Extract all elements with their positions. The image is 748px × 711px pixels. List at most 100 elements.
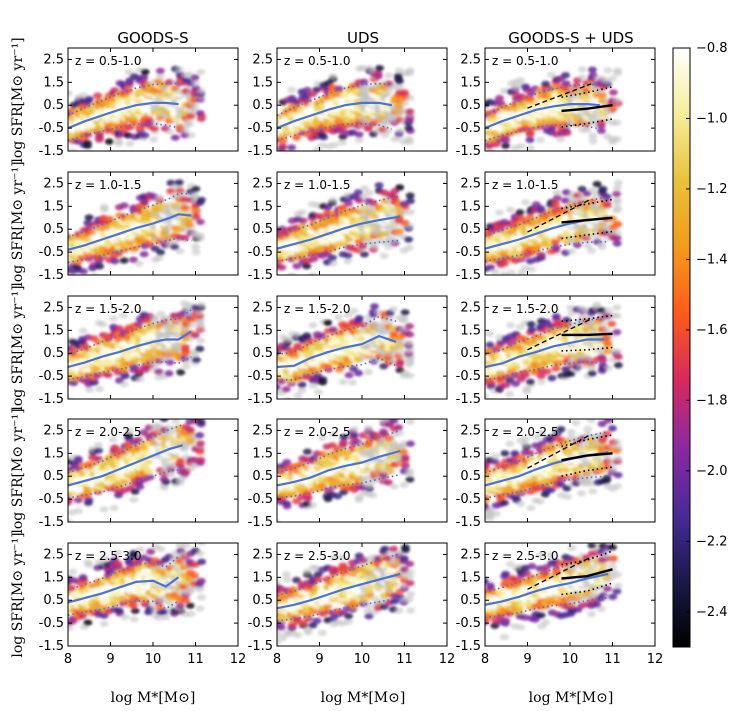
- density-cell: [525, 449, 535, 457]
- density-cell: [94, 447, 104, 454]
- column-titles: GOODS-S UDS GOODS-S + UDS: [117, 29, 633, 47]
- redshift-label: z = 1.5-2.0: [75, 302, 141, 316]
- density-cell: [343, 347, 353, 354]
- density-cell: [405, 467, 415, 475]
- black-fit-line: [561, 452, 613, 462]
- density-cell: [612, 328, 622, 336]
- density-cell: [374, 64, 384, 72]
- density-cell: [68, 518, 73, 522]
- density-cell: [151, 119, 161, 127]
- density-cell: [612, 304, 622, 311]
- density-cell: [384, 243, 394, 251]
- density-cell: [566, 121, 576, 128]
- density-cell: [393, 72, 403, 80]
- y-tick-label: -1.5: [248, 392, 273, 407]
- density-cell: [400, 462, 410, 469]
- density-cell: [323, 204, 333, 211]
- density-cell: [491, 510, 501, 517]
- density-cloud: [68, 65, 206, 151]
- panel-r4-c2: z = 2.0-2.5-1.5-0.50.51.52.5: [248, 418, 448, 530]
- density-cell: [328, 326, 338, 333]
- density-cell: [154, 614, 164, 621]
- x-tick-label: 8: [64, 652, 72, 667]
- density-cell: [405, 440, 415, 447]
- density-cell: [520, 83, 530, 90]
- y-tick-label: 0.5: [43, 222, 64, 237]
- density-cell: [134, 260, 144, 267]
- density-cell: [588, 137, 598, 145]
- density-cell: [104, 138, 114, 145]
- density-cell: [196, 196, 206, 204]
- density-cell: [563, 493, 573, 500]
- density-cell: [597, 420, 607, 428]
- density-cloud: [68, 179, 206, 275]
- density-cell: [125, 140, 135, 147]
- density-cell: [129, 549, 139, 557]
- density-cell: [603, 364, 613, 372]
- density-cell: [94, 385, 104, 393]
- density-cell: [399, 481, 409, 489]
- density-cell: [592, 301, 602, 308]
- density-cell: [597, 467, 607, 474]
- density-cell: [159, 608, 169, 615]
- x-tick-label: 12: [230, 652, 247, 667]
- redshift-label: z = 2.0-2.5: [75, 425, 141, 439]
- density-cell: [577, 313, 587, 320]
- density-cell: [176, 369, 186, 376]
- density-cell: [405, 476, 415, 483]
- density-cell: [68, 148, 78, 151]
- density-cell: [349, 307, 359, 315]
- density-cell: [613, 471, 623, 479]
- density-cell: [501, 381, 511, 389]
- density-cell: [190, 74, 200, 81]
- density-cell: [537, 429, 547, 437]
- density-cell: [181, 363, 191, 370]
- y-tick-label: 2.5: [460, 176, 481, 191]
- density-cell: [278, 137, 288, 144]
- upper-percentile-line: [485, 196, 609, 237]
- density-cell: [287, 272, 297, 275]
- density-cell: [175, 66, 185, 73]
- density-cell: [613, 455, 623, 462]
- density-cell: [602, 326, 612, 333]
- density-cell: [338, 133, 348, 141]
- density-cell: [180, 610, 190, 618]
- y-tick-label: 2.5: [460, 300, 481, 315]
- y-tick-label: 1.5: [43, 570, 64, 585]
- density-cell: [394, 424, 404, 431]
- density-cell: [84, 95, 94, 103]
- density-cell: [174, 179, 184, 186]
- y-tick-label: 2.5: [460, 423, 481, 438]
- density-cell: [378, 428, 388, 435]
- density-cell: [323, 319, 333, 326]
- density-cell: [527, 266, 537, 273]
- density-cell: [556, 481, 566, 488]
- x-tick-label: 10: [145, 652, 162, 667]
- density-cell: [405, 94, 415, 102]
- density-cell: [566, 428, 576, 436]
- y-tick-label: 0.5: [43, 346, 64, 361]
- density-cell: [596, 240, 606, 248]
- density-cell: [327, 254, 337, 261]
- density-cell: [541, 80, 551, 88]
- density-cell: [506, 269, 516, 275]
- panel-r3-c1: z = 1.5-2.0-1.5-0.50.51.52.5: [39, 295, 239, 407]
- density-cell: [82, 139, 92, 147]
- density-cell: [550, 238, 560, 246]
- density-cell: [196, 337, 206, 344]
- density-cell: [185, 121, 195, 128]
- density-cell: [197, 594, 207, 601]
- y-tick-label: 1.5: [43, 75, 64, 90]
- density-cell: [145, 241, 155, 248]
- density-cell: [302, 448, 312, 455]
- density-cell: [99, 506, 109, 513]
- density-cell: [515, 323, 525, 331]
- density-cell: [510, 458, 520, 465]
- density-cell: [359, 78, 369, 86]
- upper-percentile-line: [277, 429, 401, 474]
- density-cell: [536, 372, 546, 380]
- density-cell: [302, 332, 312, 339]
- density-cell: [526, 320, 536, 328]
- density-cell: [359, 251, 369, 258]
